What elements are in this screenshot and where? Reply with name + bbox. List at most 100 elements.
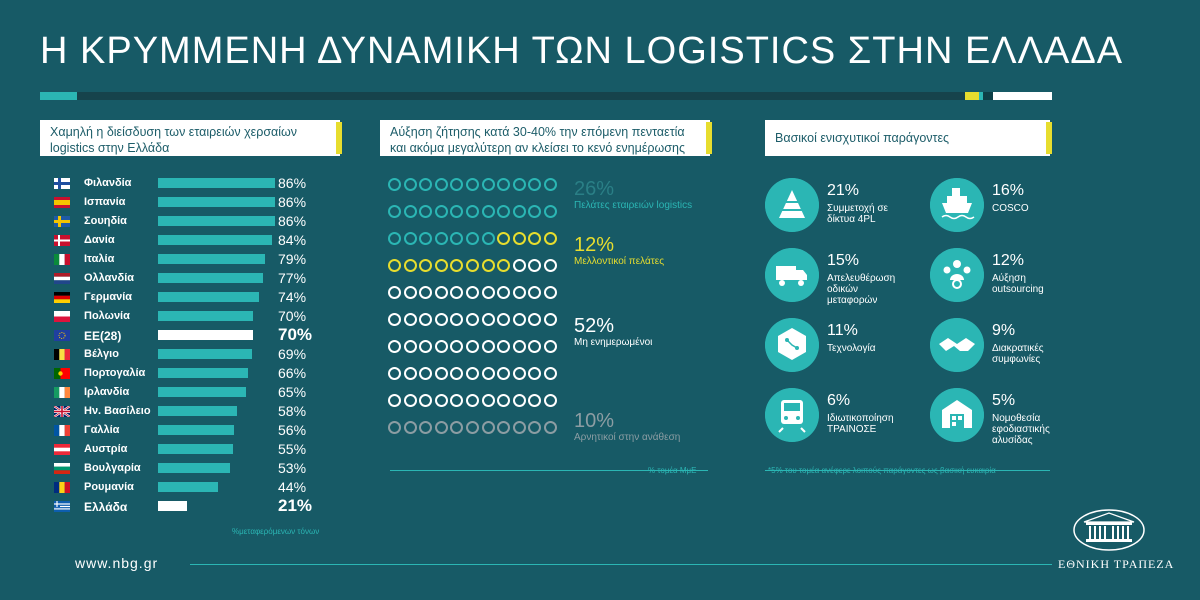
bar-value-label: 56%: [278, 422, 307, 438]
dot: [434, 286, 448, 299]
dot: [388, 394, 401, 407]
factor-pct: 5%: [992, 392, 1016, 409]
ship-icon: [930, 178, 984, 232]
factor-label: COSCO: [992, 203, 1029, 214]
flag-icon: [54, 501, 70, 512]
factor-pct: 11%: [827, 322, 858, 339]
website-link[interactable]: www.nbg.gr: [75, 555, 159, 571]
dot: [544, 367, 557, 380]
dot: [450, 340, 464, 353]
left-footnote: %μεταφερόμενων τόνων: [232, 527, 320, 536]
dot: [528, 394, 542, 407]
factor-label: Ιδιωτικοποίηση ΤΡΑΙΝΟΣΕ: [827, 413, 894, 435]
warehouse-icon: [930, 388, 984, 442]
dot: [403, 421, 417, 434]
bar: [158, 482, 218, 492]
country-label: Σουηδία: [84, 215, 127, 227]
dot: [434, 313, 448, 326]
country-label: Ολλανδία: [84, 272, 135, 284]
dot: [512, 313, 526, 326]
segment-pct: 12%: [574, 234, 615, 256]
bar-row: Σουηδία 86%: [40, 212, 380, 231]
dot: [403, 340, 417, 353]
country-label: Ελλάδα: [84, 500, 128, 514]
factor-pct: 15%: [827, 252, 860, 269]
dot: [512, 286, 526, 299]
dot: [388, 205, 401, 218]
underline-teal-right: [979, 92, 983, 100]
bar: [158, 406, 237, 416]
dot: [419, 232, 433, 245]
dot: [450, 178, 464, 191]
bar: [158, 330, 254, 340]
factor-label: Διακρατικές συμφωνίες: [992, 343, 1044, 365]
heading-accent: [336, 122, 342, 154]
footer-line: [190, 564, 1052, 565]
title-underline-bar: [40, 92, 1052, 100]
flag-icon: [54, 273, 70, 284]
dot: [512, 205, 526, 218]
dot: [450, 421, 464, 434]
bar-value-label: 65%: [278, 384, 307, 400]
bar-value-label: 69%: [278, 346, 307, 362]
bar-value-label: 86%: [278, 175, 307, 191]
dot: [481, 286, 495, 299]
factor-label: Συμμετοχή σε δίκτυα 4PL: [827, 203, 888, 225]
dot: [388, 286, 401, 299]
dot: [434, 367, 448, 380]
factor-pct: 9%: [992, 322, 1016, 339]
flag-icon: [54, 387, 70, 398]
dot: [450, 286, 464, 299]
dot: [512, 421, 526, 434]
bar-row: ΕΕ(28) 70%: [40, 325, 380, 345]
dot: [544, 178, 557, 191]
pyramid-icon: [765, 178, 819, 232]
left-panel-heading: Χαμηλή η διείσδυση των εταιρειών χερσαίω…: [40, 120, 342, 156]
dot: [497, 286, 511, 299]
country-label: Πολωνία: [84, 310, 130, 322]
country-label: Βουλγαρία: [84, 462, 141, 474]
dot: [419, 259, 433, 272]
dot: [544, 232, 557, 245]
dot: [512, 232, 526, 245]
dot: [481, 421, 495, 434]
bar: [158, 273, 263, 283]
bar: [158, 178, 275, 188]
segment-label: Πελάτες εταιρειών logistics: [574, 200, 693, 211]
dot: [450, 367, 464, 380]
dot: [528, 286, 542, 299]
country-label: Ιταλία: [84, 253, 115, 265]
bar: [158, 197, 275, 207]
bar-value-label: 66%: [278, 365, 307, 381]
middle-footnote: % τομέα ΜμΕ: [648, 466, 697, 475]
dot: [388, 367, 401, 380]
dot: [528, 178, 542, 191]
dot: [512, 178, 526, 191]
country-label: Ην. Βασίλειο: [84, 405, 151, 417]
underline-dark: [77, 92, 965, 100]
dot: [403, 178, 417, 191]
bar-value-label: 21%: [278, 496, 313, 515]
right-divider: [765, 470, 1050, 471]
dot: [434, 421, 448, 434]
truck-icon: [765, 248, 819, 302]
people-network-icon: [930, 248, 984, 302]
bar-row: Βέλγιο 69%: [40, 345, 380, 364]
dot: [481, 340, 495, 353]
bar-row: Γερμανία 74%: [40, 288, 380, 307]
dot: [388, 421, 401, 434]
dot: [528, 313, 542, 326]
dot: [450, 205, 464, 218]
dot: [512, 394, 526, 407]
dot: [528, 367, 542, 380]
handshake-icon: [930, 318, 984, 372]
dot: [544, 286, 557, 299]
bar-row: Βουλγαρία 53%: [40, 459, 380, 478]
dot: [466, 394, 479, 407]
dot: [450, 313, 464, 326]
dot: [544, 340, 557, 353]
dot: [466, 421, 479, 434]
dot: [419, 313, 433, 326]
segment-pct: 52%: [574, 315, 615, 337]
dot: [466, 205, 479, 218]
